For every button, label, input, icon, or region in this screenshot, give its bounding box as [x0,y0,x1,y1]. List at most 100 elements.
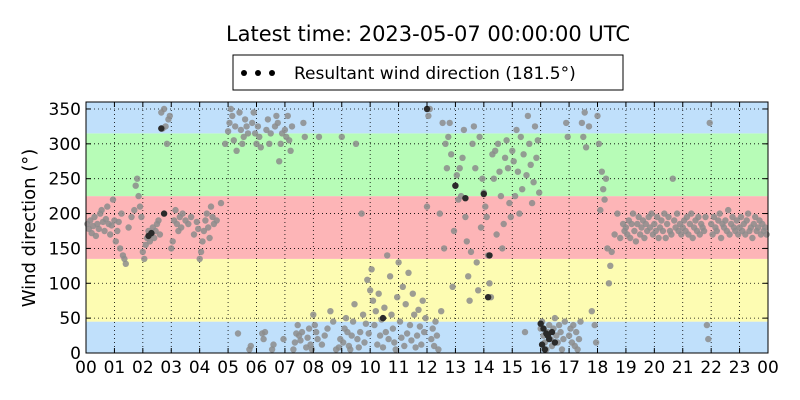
data-point [121,255,128,263]
data-point [307,341,314,348]
data-point [493,231,500,238]
data-point [291,339,299,346]
data-point [685,231,692,238]
x-tick-label: 10 [359,358,381,378]
data-point [578,119,586,127]
data-point [348,332,355,339]
data-point [496,168,503,175]
data-point [206,234,213,242]
data-point [251,130,259,137]
data-point [546,321,553,329]
data-point [411,311,418,318]
data-point [197,248,205,256]
data-point [389,325,397,332]
data-point [310,311,317,318]
data-point-dark [486,252,493,259]
data-point [729,213,736,221]
data-point [582,144,590,151]
data-point [668,231,675,238]
data-point [430,342,438,350]
data-point-dark [537,320,544,327]
data-point [602,175,610,182]
data-point [673,210,681,217]
data-point [551,314,559,322]
data-point [347,346,354,353]
y-tick-label: 250 [49,170,81,190]
y-axis-ticks: 0 50 100 150 200 250 300 350 [49,100,768,364]
data-point [361,339,368,346]
data-point [585,123,593,130]
data-point-dark [158,125,165,132]
data-point [87,217,94,224]
data-point [95,225,103,233]
data-point [646,224,654,231]
data-point [520,151,527,158]
data-point [344,328,351,336]
data-point [264,116,272,123]
data-point [369,297,377,304]
data-point [160,105,168,113]
data-point [335,344,343,351]
data-point [652,227,659,235]
x-tick-label: 01 [104,358,126,378]
x-tick-label: 08 [303,358,325,378]
data-point [497,192,505,200]
data-point [178,224,185,231]
data-point [449,283,456,290]
data-point [443,165,451,172]
data-point [453,172,460,179]
data-point [428,335,435,343]
data-point [226,119,233,127]
data-point [517,133,524,141]
x-tick-label: 19 [615,358,637,378]
data-point [406,321,414,329]
data-point [429,325,436,332]
data-point [327,308,334,315]
data-point [435,346,442,353]
data-point [733,217,740,224]
data-point [634,220,641,228]
data-point [386,273,394,280]
data-point [528,199,536,207]
data-point [227,105,235,113]
data-point [477,224,485,231]
data-point [261,328,269,336]
x-tick-label: 23 [729,358,751,378]
data-point [448,151,455,158]
data-point [284,112,291,120]
data-point [592,339,600,346]
data-point-dark [551,339,559,346]
data-point [588,308,595,315]
data-point [368,266,375,273]
data-point [561,318,568,325]
data-point [392,346,399,353]
data-point [250,109,257,116]
data-point [573,328,580,336]
data-point [297,337,304,344]
x-tick-label: 11 [388,358,410,378]
data-point [408,337,415,344]
legend-label: Resultant wind direction (181.5°) [294,64,576,84]
data-point [402,301,409,308]
data-point [131,206,138,214]
data-point [422,314,429,322]
data-point [442,140,449,147]
data-point [232,123,239,130]
data-point [114,227,121,235]
data-point [224,128,232,135]
x-tick-label: 15 [501,358,523,378]
legend: Resultant wind direction (181.5°) [232,54,624,91]
data-point-dark [548,328,556,336]
data-point-dark [480,190,487,198]
x-tick-label: 16 [530,358,552,378]
data-point [725,206,732,214]
data-point [372,308,379,315]
data-point [109,196,117,203]
data-point [467,248,475,256]
data-point [754,224,762,231]
data-point [395,259,402,266]
data-point [462,213,469,221]
data-point [135,192,142,200]
x-tick-label: 14 [473,358,495,378]
